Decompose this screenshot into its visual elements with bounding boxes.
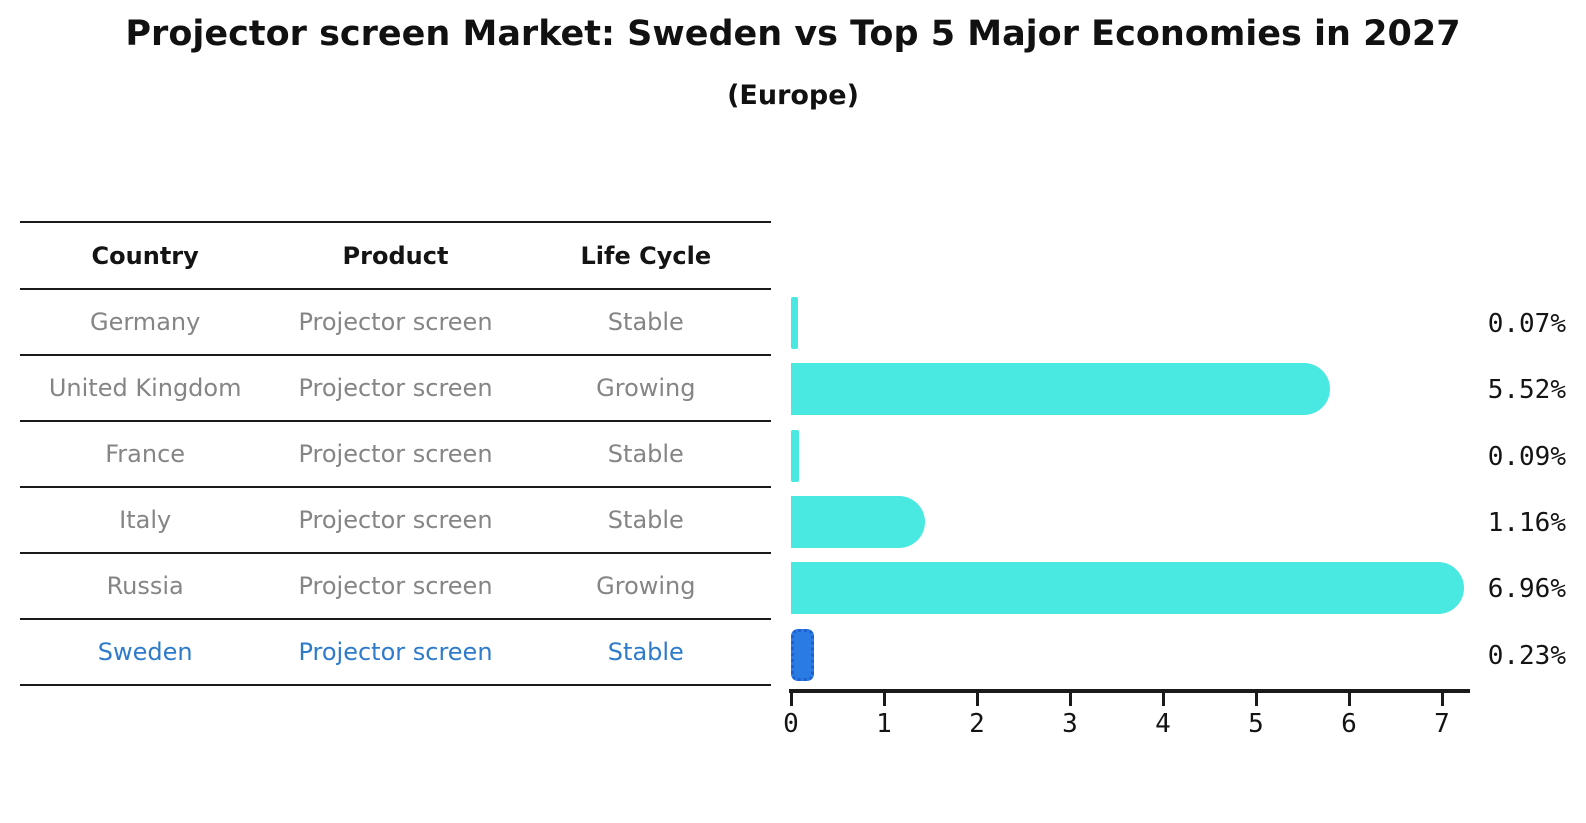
x-axis-tick-label-0: 0 [783, 709, 799, 739]
table-row-france: France Projector screen Stable [20, 422, 771, 488]
cell-country: United Kingdom [48, 374, 242, 402]
table-row-italy: Italy Projector screen Stable [20, 488, 771, 554]
x-axis-tick-label-6: 6 [1341, 709, 1357, 739]
cell-country: Germany [90, 308, 201, 336]
value-label-united-kingdom: 5.52% [1487, 375, 1566, 405]
value-label-russia: 6.96% [1487, 574, 1566, 604]
x-axis-tick-1 [883, 693, 886, 706]
table-body: Germany Projector screen Stable United King… [20, 290, 771, 686]
x-axis-tick-2 [976, 693, 979, 706]
x-axis-tick-7 [1441, 693, 1444, 706]
cell-product: Projector screen [298, 440, 493, 468]
cell-life-cycle: Stable [607, 308, 684, 336]
cell-life-cycle: Growing [596, 572, 696, 600]
cell-life-cycle: Stable [607, 638, 684, 666]
column-header-product: Product [342, 241, 449, 270]
chart-subtitle: (Europe) [727, 80, 859, 111]
x-axis-line [789, 689, 1470, 693]
x-axis-tick-6 [1348, 693, 1351, 706]
cell-country: Italy [119, 506, 172, 534]
value-label-italy: 1.16% [1487, 508, 1566, 538]
cell-life-cycle: Stable [607, 440, 684, 468]
cell-country: France [105, 440, 186, 468]
cell-life-cycle: Growing [596, 374, 696, 402]
x-axis-tick-label-1: 1 [876, 709, 892, 739]
bar-france [791, 430, 799, 482]
chart-title: Projector screen Market: Sweden vs Top 5… [125, 14, 1461, 54]
bar-russia [791, 562, 1464, 614]
table-row-sweden: Sweden Projector screen Stable [20, 620, 771, 686]
table-header-row: Country Product Life Cycle [20, 223, 771, 290]
data-table: Country Product Life Cycle Germany Projec… [20, 221, 771, 686]
x-axis-tick-4 [1162, 693, 1165, 706]
x-axis-tick-3 [1069, 693, 1072, 706]
column-header-country: Country [91, 241, 199, 270]
table-row-germany: Germany Projector screen Stable [20, 290, 771, 356]
x-axis-tick-label-4: 4 [1155, 709, 1171, 739]
table-row-russia: Russia Projector screen Growing [20, 554, 771, 620]
cell-country: Russia [106, 572, 184, 600]
cell-product: Projector screen [298, 572, 493, 600]
bar-germany [791, 297, 798, 349]
x-axis-tick-label-5: 5 [1248, 709, 1264, 739]
cell-product: Projector screen [298, 374, 493, 402]
cell-product: Projector screen [298, 638, 493, 666]
table-row-united-kingdom: United Kingdom Projector screen Growing [20, 356, 771, 422]
column-header-life-cycle: Life Cycle [580, 241, 712, 270]
bar-italy [791, 496, 925, 548]
value-label-france: 0.09% [1487, 442, 1566, 472]
x-axis-tick-label-7: 7 [1434, 709, 1450, 739]
value-label-germany: 0.07% [1487, 309, 1566, 339]
x-axis-tick-label-3: 3 [1062, 709, 1078, 739]
bar-united-kingdom [791, 363, 1330, 415]
value-label-sweden: 0.23% [1487, 641, 1566, 671]
cell-life-cycle: Stable [607, 506, 684, 534]
bar-sweden [791, 629, 814, 681]
x-axis-tick-5 [1255, 693, 1258, 706]
cell-country: Sweden [97, 638, 193, 666]
x-axis-tick-0 [790, 693, 793, 706]
x-axis-tick-label-2: 2 [969, 709, 985, 739]
cell-product: Projector screen [298, 506, 493, 534]
cell-product: Projector screen [298, 308, 493, 336]
